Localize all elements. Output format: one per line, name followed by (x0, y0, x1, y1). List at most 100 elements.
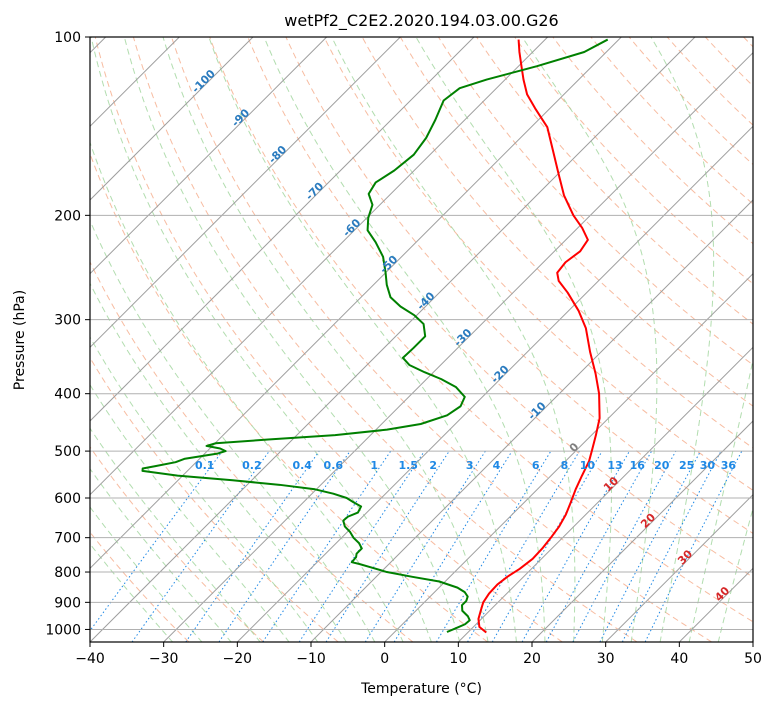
mixing-ratio-label: 8 (561, 459, 569, 472)
moist-adiabat (90, 336, 319, 642)
dry-adiabat (90, 446, 264, 642)
moist-adiabat (331, 37, 576, 642)
moist-adiabat (90, 219, 376, 642)
moist-adiabat (90, 427, 261, 642)
x-tick-label: −10 (296, 651, 326, 667)
mixing-ratio-line (364, 450, 486, 642)
isotherm (310, 199, 753, 642)
dry-adiabat (476, 37, 753, 325)
mixing-ratio-label: 16 (630, 459, 646, 472)
isotherm (90, 37, 475, 422)
moist-adiabat (90, 383, 290, 642)
moist-adiabat (123, 37, 461, 642)
moist-adiabat (90, 543, 174, 642)
moist-adiabat (90, 467, 232, 642)
y-axis-label: Pressure (hPa) (12, 290, 28, 390)
x-tick-label: −20 (223, 651, 253, 667)
mixing-ratio-label: 20 (654, 459, 670, 472)
dry-adiabat (90, 260, 414, 642)
dry-adiabat (247, 37, 753, 578)
mixing-ratio-label: 0.2 (242, 459, 262, 472)
y-tick-label: 900 (54, 595, 81, 611)
y-tick-label: 1000 (45, 622, 81, 638)
isotherm (605, 493, 753, 642)
moist-adiabat (688, 357, 753, 642)
dry-adiabat (399, 37, 753, 407)
y-tick-label: 200 (54, 208, 81, 224)
pressure-grid (90, 37, 753, 642)
x-tick-label: 20 (523, 651, 541, 667)
mixing-ratio-line (393, 450, 513, 642)
mixing-ratio-line (467, 450, 580, 642)
mixing-ratio-line (325, 450, 450, 642)
x-axis-label: Temperature (°C) (360, 681, 482, 697)
dry-adiabat (209, 37, 753, 623)
isotherm (531, 420, 753, 642)
isotherm (384, 272, 753, 642)
mixing-ratio-label: 1 (370, 459, 378, 472)
x-tick-label: 30 (597, 651, 615, 667)
isotherm (90, 37, 254, 201)
moist-adiabat (415, 37, 613, 642)
mixing-ratio-line (131, 450, 270, 642)
mixing-ratio-label: 0.6 (324, 459, 344, 472)
moist-adiabat (90, 37, 432, 642)
moist-adiabat (263, 37, 546, 642)
x-tick-label: 40 (670, 651, 688, 667)
y-tick-label: 700 (54, 531, 81, 547)
mixing-ratio-label: 30 (700, 459, 716, 472)
y-tick-label: 300 (54, 313, 81, 329)
dry-adiabat (94, 37, 563, 642)
mixing-ratio-label: 10 (580, 459, 596, 472)
x-tick-label: −30 (149, 651, 179, 667)
moist-adiabat (90, 506, 203, 642)
isotherm (236, 125, 753, 642)
y-tick-label: 800 (54, 565, 81, 581)
isotherm (90, 37, 328, 275)
mixing-ratio-label: 4 (493, 459, 501, 472)
isotherm (90, 37, 401, 349)
moist-adiabat (521, 37, 658, 642)
x-tick-label: 50 (744, 651, 762, 667)
x-tick-label: 10 (449, 651, 467, 667)
mixing-ratio-label: 0.1 (195, 459, 215, 472)
dry-adiabat (514, 37, 753, 285)
isotherm (90, 37, 549, 496)
mixing-ratio-line (90, 450, 223, 632)
mixing-ratio-label: 0.4 (292, 459, 312, 472)
mixing-ratio-label: 2 (429, 459, 437, 472)
dry-adiabat (132, 37, 638, 642)
dry-adiabat (628, 37, 753, 166)
moist-adiabat (717, 506, 753, 642)
x-tick-label: 0 (380, 651, 389, 667)
y-tick-label: 400 (54, 387, 81, 403)
moist-adiabat (162, 37, 489, 642)
mixing-ratio-label: 6 (532, 459, 540, 472)
mixing-ratio-label: 3 (466, 459, 474, 472)
mixing-ratio-line (572, 450, 677, 642)
mixing-ratio-label: 13 (607, 459, 622, 472)
y-tick-label: 500 (54, 444, 81, 460)
mixing-ratio-label: 25 (679, 459, 694, 472)
mixing-ratio-label: 36 (721, 459, 737, 472)
axis-ticks: −40 −30 −20 −10 0 10 20 30 40 5010020030040050060… (45, 30, 762, 667)
mixing-ratio-label: 1.5 (398, 459, 418, 472)
x-tick-label: −40 (75, 651, 105, 667)
mixing-ratio-line (521, 450, 630, 642)
mixing-ratio-line (435, 450, 552, 642)
isotherm (163, 51, 753, 642)
y-tick-label: 600 (54, 491, 81, 507)
temperature-line (477, 39, 601, 634)
isotherm (457, 346, 753, 642)
dry-adiabat (323, 37, 753, 491)
mixing-ratio-line (491, 450, 603, 642)
moist-adiabat (650, 37, 715, 642)
mixing-ratio-line (185, 450, 320, 642)
moist-adiabat (90, 282, 347, 642)
moist-adiabat (208, 37, 517, 642)
isotherm (90, 37, 622, 570)
mixing-ratio-line (218, 450, 351, 642)
profile-series (141, 38, 609, 634)
